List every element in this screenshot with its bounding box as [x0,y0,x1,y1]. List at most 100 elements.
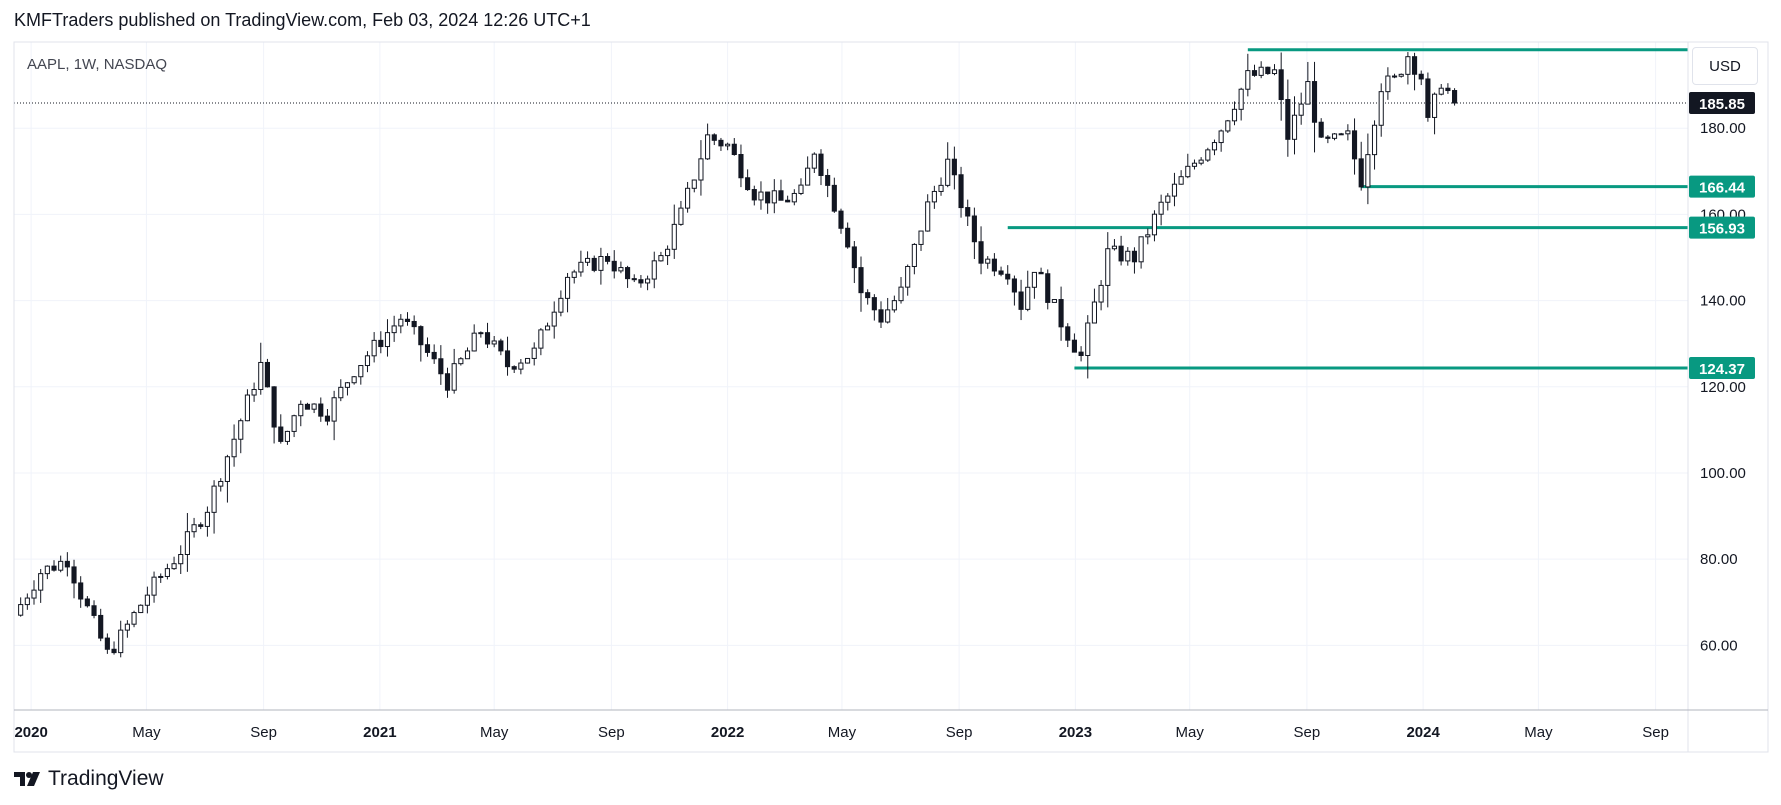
candle [1165,193,1171,211]
candle-body [484,332,491,345]
candle [1131,247,1138,274]
candle-body [584,257,591,263]
candle [1431,92,1438,135]
candle [938,177,944,196]
candle-body [625,267,631,280]
candle-body [1198,159,1204,164]
candle [1158,194,1164,226]
candle [1205,147,1211,162]
candle [1185,153,1191,179]
candle [564,272,571,313]
x-tick-label: May [132,724,161,741]
candle [44,565,50,580]
candle-body [238,420,244,440]
candle-body [1318,121,1324,138]
candle-body [338,386,344,399]
candle [524,357,531,364]
candle-body [685,187,691,209]
candle [751,185,757,206]
candle [871,294,877,321]
candle [718,137,724,151]
candle [1418,70,1424,86]
candle-body [558,297,564,313]
candle [765,191,771,214]
y-tick-label: 80.00 [1700,551,1738,568]
candle-body [1265,66,1271,75]
candle [878,301,884,328]
candle [371,332,377,363]
candle-body [364,355,371,367]
candle-body [1138,236,1144,263]
candle-body [1025,286,1031,310]
candle [138,604,144,614]
y-tick-label: 60.00 [1700,637,1738,654]
candle-body [524,357,531,364]
last-price-tag [1689,91,1755,114]
candle [711,133,717,146]
candle-body [1018,291,1024,310]
candle [1298,92,1304,125]
candle-body [391,325,397,334]
candle [1351,118,1358,175]
candle [558,290,564,317]
candle-body [651,260,657,280]
candle-body [198,524,204,527]
candle-body [544,325,551,331]
candle [511,365,517,374]
candle-body [1365,154,1371,188]
candle-body [1245,70,1251,90]
candle [131,610,137,628]
candle-body [318,403,324,417]
candle [1218,129,1224,152]
candle-body [251,388,257,396]
candle-body [84,598,90,607]
candle [745,169,751,191]
y-tick-label: 140.00 [1700,293,1746,310]
candle [1105,232,1111,308]
candle-body [184,531,190,556]
candle [338,379,344,402]
candle [1125,247,1131,266]
candle [918,230,924,251]
currency-button[interactable]: USD [1692,47,1758,85]
candle-body [938,184,944,192]
candle [925,194,931,232]
candle [1018,279,1024,321]
candle [945,142,951,188]
x-tick-label: May [828,724,857,741]
candle-body [1078,351,1084,357]
candle [1251,64,1258,77]
y-tick-label: 100.00 [1700,465,1746,482]
candle [705,123,711,160]
candle-body [191,524,197,533]
candle-body [665,248,671,257]
candle [905,264,911,296]
candle [544,322,551,331]
candle [1331,133,1338,141]
candle [1305,61,1311,105]
candle [91,600,97,619]
candle-body [1305,81,1311,105]
candle-body [424,344,431,353]
x-tick-label: 2024 [1406,724,1440,741]
candle [264,358,271,388]
candle [78,576,84,608]
candle [778,179,784,201]
candle-body [911,243,917,267]
candle [1365,133,1371,205]
candle-body [598,255,604,271]
candle [231,424,237,467]
candle [411,315,417,335]
candle [885,297,891,324]
candle-body [705,134,711,160]
candle [818,149,824,186]
level-price-tag [1689,175,1755,198]
candle [851,241,857,284]
level-price-tag [1689,356,1755,379]
candle [1425,72,1431,122]
candle-body [1111,245,1118,250]
chart-axes: 60.0080.00100.00120.00140.00160.00180.00… [13,41,1769,753]
candle [825,168,831,198]
candle-body [124,623,130,631]
candle-body [1378,91,1384,126]
